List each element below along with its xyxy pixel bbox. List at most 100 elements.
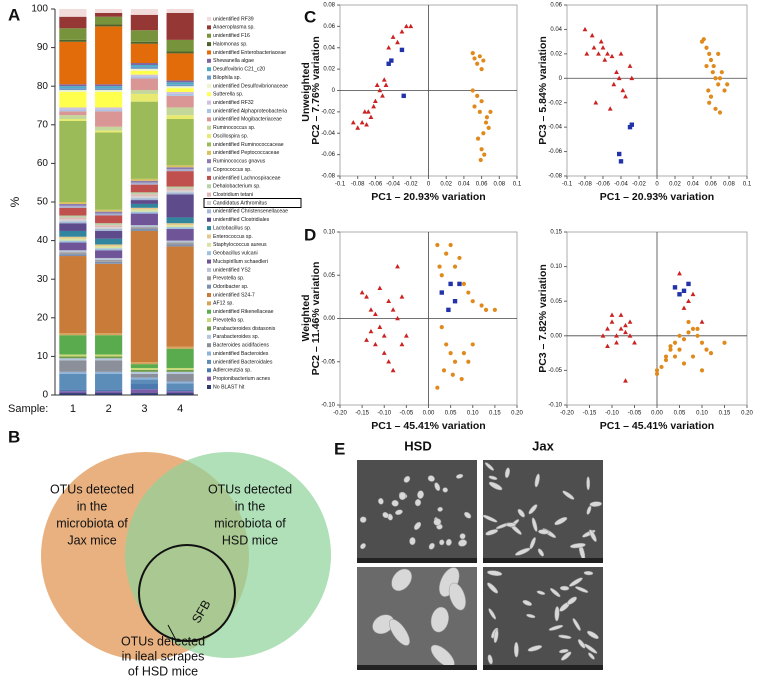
cell <box>389 619 410 646</box>
bar-segment <box>130 207 158 210</box>
x-tick-label: 0.20 <box>511 411 523 417</box>
bar-segment <box>166 369 194 372</box>
bar-segment <box>166 93 194 96</box>
y-tick-label: 0.02 <box>323 67 335 73</box>
legend-swatch <box>207 134 211 139</box>
cell <box>488 481 503 491</box>
y-tick-label: 0.10 <box>323 230 335 236</box>
y-axis-label: PC2 – 7.76% variation <box>310 36 322 145</box>
bar-segment <box>130 76 158 79</box>
scale-bar <box>357 665 477 670</box>
cell <box>566 596 577 605</box>
bar-segment <box>59 88 87 91</box>
bar-segment <box>130 63 158 65</box>
legend-label: Oscillospira sp. <box>213 133 248 139</box>
y-tick-label: 0 <box>559 76 563 82</box>
bar-segment <box>59 107 87 110</box>
point <box>717 110 723 115</box>
bar-segment <box>59 230 87 237</box>
legend-label: Propionibacterium acnes <box>213 376 270 382</box>
cell <box>391 568 412 592</box>
point <box>435 385 440 390</box>
legend-label: Bilophila sp. <box>213 75 241 81</box>
cell <box>428 542 435 550</box>
legend-label: Parabacteroides sp. <box>213 334 259 340</box>
bar-segment <box>130 182 158 185</box>
point <box>677 347 682 352</box>
bar-segment <box>166 381 194 384</box>
y-tick-label: 20 <box>37 312 49 323</box>
point <box>708 57 714 63</box>
point <box>368 307 374 312</box>
bar-segment <box>59 119 87 121</box>
point <box>713 106 718 111</box>
x-tick-label: -0.1 <box>562 182 573 188</box>
x-tick-label: -0.15 <box>583 411 597 417</box>
point <box>677 333 682 338</box>
bar-segment <box>166 242 194 245</box>
point <box>466 359 471 364</box>
point <box>627 63 633 68</box>
legend-label: Clostridium tetani <box>213 192 253 198</box>
point <box>609 53 615 59</box>
point <box>708 94 714 99</box>
y-tick-label: 0.05 <box>550 299 562 305</box>
legend-label: Shewanella algae <box>213 58 254 64</box>
y-tick-label: 0.06 <box>550 3 562 9</box>
point <box>486 125 491 131</box>
point <box>582 26 588 32</box>
y-tick-label: 70 <box>37 119 49 130</box>
legend-label: unidentified RF32 <box>213 100 254 106</box>
point <box>701 37 706 42</box>
cell <box>493 629 499 643</box>
bar-segment <box>166 393 194 395</box>
point <box>686 281 691 287</box>
bar-segment <box>130 200 158 204</box>
bar-segment <box>95 230 123 239</box>
point <box>380 93 385 98</box>
bar-segment <box>59 109 87 112</box>
point <box>466 290 471 295</box>
point <box>481 58 486 63</box>
bar-segment <box>130 369 158 372</box>
bar-segment <box>59 250 87 253</box>
bar-segment <box>130 70 158 75</box>
cell <box>395 509 403 515</box>
point <box>365 109 371 114</box>
legend-label: Anaeroplasma sp. <box>213 25 255 31</box>
point <box>605 51 610 56</box>
point <box>611 81 617 87</box>
legend-swatch <box>207 67 211 72</box>
point <box>408 23 414 29</box>
cell <box>558 649 569 654</box>
point <box>605 343 610 348</box>
point <box>386 61 391 66</box>
point <box>713 76 718 81</box>
cell <box>538 529 550 535</box>
cell <box>587 630 599 639</box>
x-tick-label: 0 <box>427 182 431 188</box>
cell <box>437 506 443 512</box>
x-tick-label: 0.20 <box>741 411 753 417</box>
bar-segment <box>166 82 194 85</box>
x-tick-label: 0.00 <box>423 411 435 417</box>
legend-label: unidentified Bacteroides <box>213 351 269 357</box>
bar-segment <box>166 91 194 94</box>
cell <box>505 522 517 527</box>
bar-segment <box>130 364 158 368</box>
point <box>479 303 484 308</box>
bar-segment <box>95 261 123 264</box>
bar-segment <box>95 111 123 127</box>
y-tick-label: 0.05 <box>323 273 335 279</box>
point <box>386 298 392 303</box>
cell <box>528 504 538 515</box>
venn-text: microbiota of <box>56 516 128 530</box>
cell <box>554 606 560 622</box>
legend-swatch <box>207 376 211 381</box>
bar-segment <box>166 227 194 230</box>
legend-label: unidentified Alphaproteobacteria <box>213 108 287 114</box>
bar-segment <box>166 229 194 241</box>
micrograph <box>483 460 603 563</box>
bar-segment <box>59 39 87 42</box>
x-tick-label: 0.02 <box>669 182 681 188</box>
